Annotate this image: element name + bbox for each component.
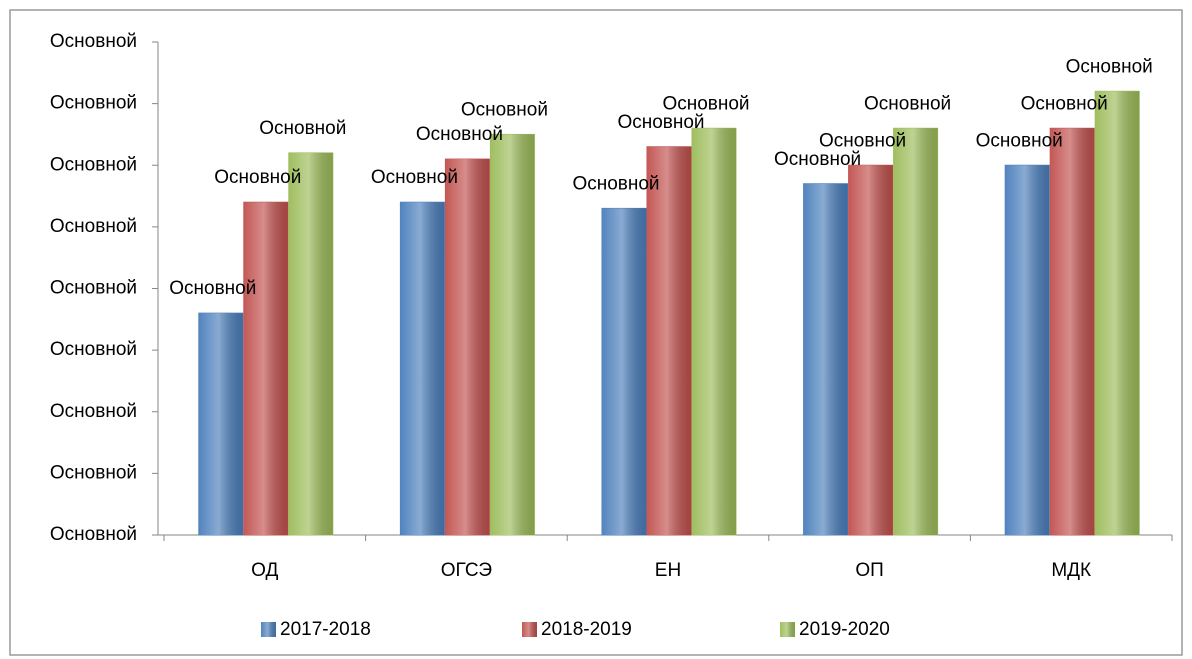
data-label: Основной xyxy=(662,93,749,114)
bar-gloss xyxy=(1095,91,1140,536)
bar-gloss xyxy=(445,159,490,535)
data-label: Основной xyxy=(461,99,548,120)
data-label: Основной xyxy=(416,124,503,145)
legend-swatch-gloss xyxy=(522,622,537,637)
bar-gloss xyxy=(647,146,691,535)
y-tick-label: Основной xyxy=(50,154,137,175)
y-tick-label: Основной xyxy=(50,93,137,114)
x-tick-label: ОГСЭ xyxy=(441,560,492,581)
data-label: Основной xyxy=(1066,56,1153,77)
legend-label: 2018-2019 xyxy=(541,619,632,640)
legend-label: 2017-2018 xyxy=(280,619,371,640)
data-label: Основной xyxy=(976,130,1063,151)
bar-gloss xyxy=(803,183,848,536)
legend-swatch-gloss xyxy=(261,622,276,637)
bar-gloss xyxy=(198,313,243,535)
bar-gloss xyxy=(490,134,535,535)
data-label: Основной xyxy=(572,173,659,194)
data-label: Основной xyxy=(1021,93,1108,114)
data-label: Основной xyxy=(864,93,951,114)
bar-gloss xyxy=(288,152,333,536)
y-tick-label: Основной xyxy=(50,31,137,52)
data-label: Основной xyxy=(819,130,906,151)
y-tick-label: Основной xyxy=(50,278,137,299)
bar-gloss xyxy=(893,128,938,535)
y-tick-label: Основной xyxy=(50,216,137,237)
bar-gloss xyxy=(400,202,445,535)
x-tick-label: ОП xyxy=(855,560,883,581)
bar-gloss xyxy=(1050,128,1095,535)
y-tick-label: Основной xyxy=(50,462,137,483)
data-label: Основной xyxy=(371,167,458,188)
data-label: Основной xyxy=(169,278,256,299)
data-label: Основной xyxy=(259,118,346,139)
bar-gloss xyxy=(1005,165,1050,535)
x-tick-label: МДК xyxy=(1051,560,1091,581)
data-label: Основной xyxy=(774,149,861,170)
data-label: Основной xyxy=(214,167,301,188)
legend-label: 2019-2020 xyxy=(799,619,890,640)
legend-swatch-gloss xyxy=(780,622,795,637)
y-tick-label: Основной xyxy=(50,339,137,360)
y-tick-label: Основной xyxy=(50,524,137,545)
x-tick-label: ОД xyxy=(251,560,278,581)
data-label: Основной xyxy=(617,112,704,133)
bar-gloss xyxy=(243,202,288,535)
y-tick-label: Основной xyxy=(50,401,137,422)
bar-gloss xyxy=(848,165,893,535)
bar-gloss xyxy=(692,128,736,535)
x-tick-label: ЕН xyxy=(655,560,681,581)
bar-gloss xyxy=(602,208,646,535)
